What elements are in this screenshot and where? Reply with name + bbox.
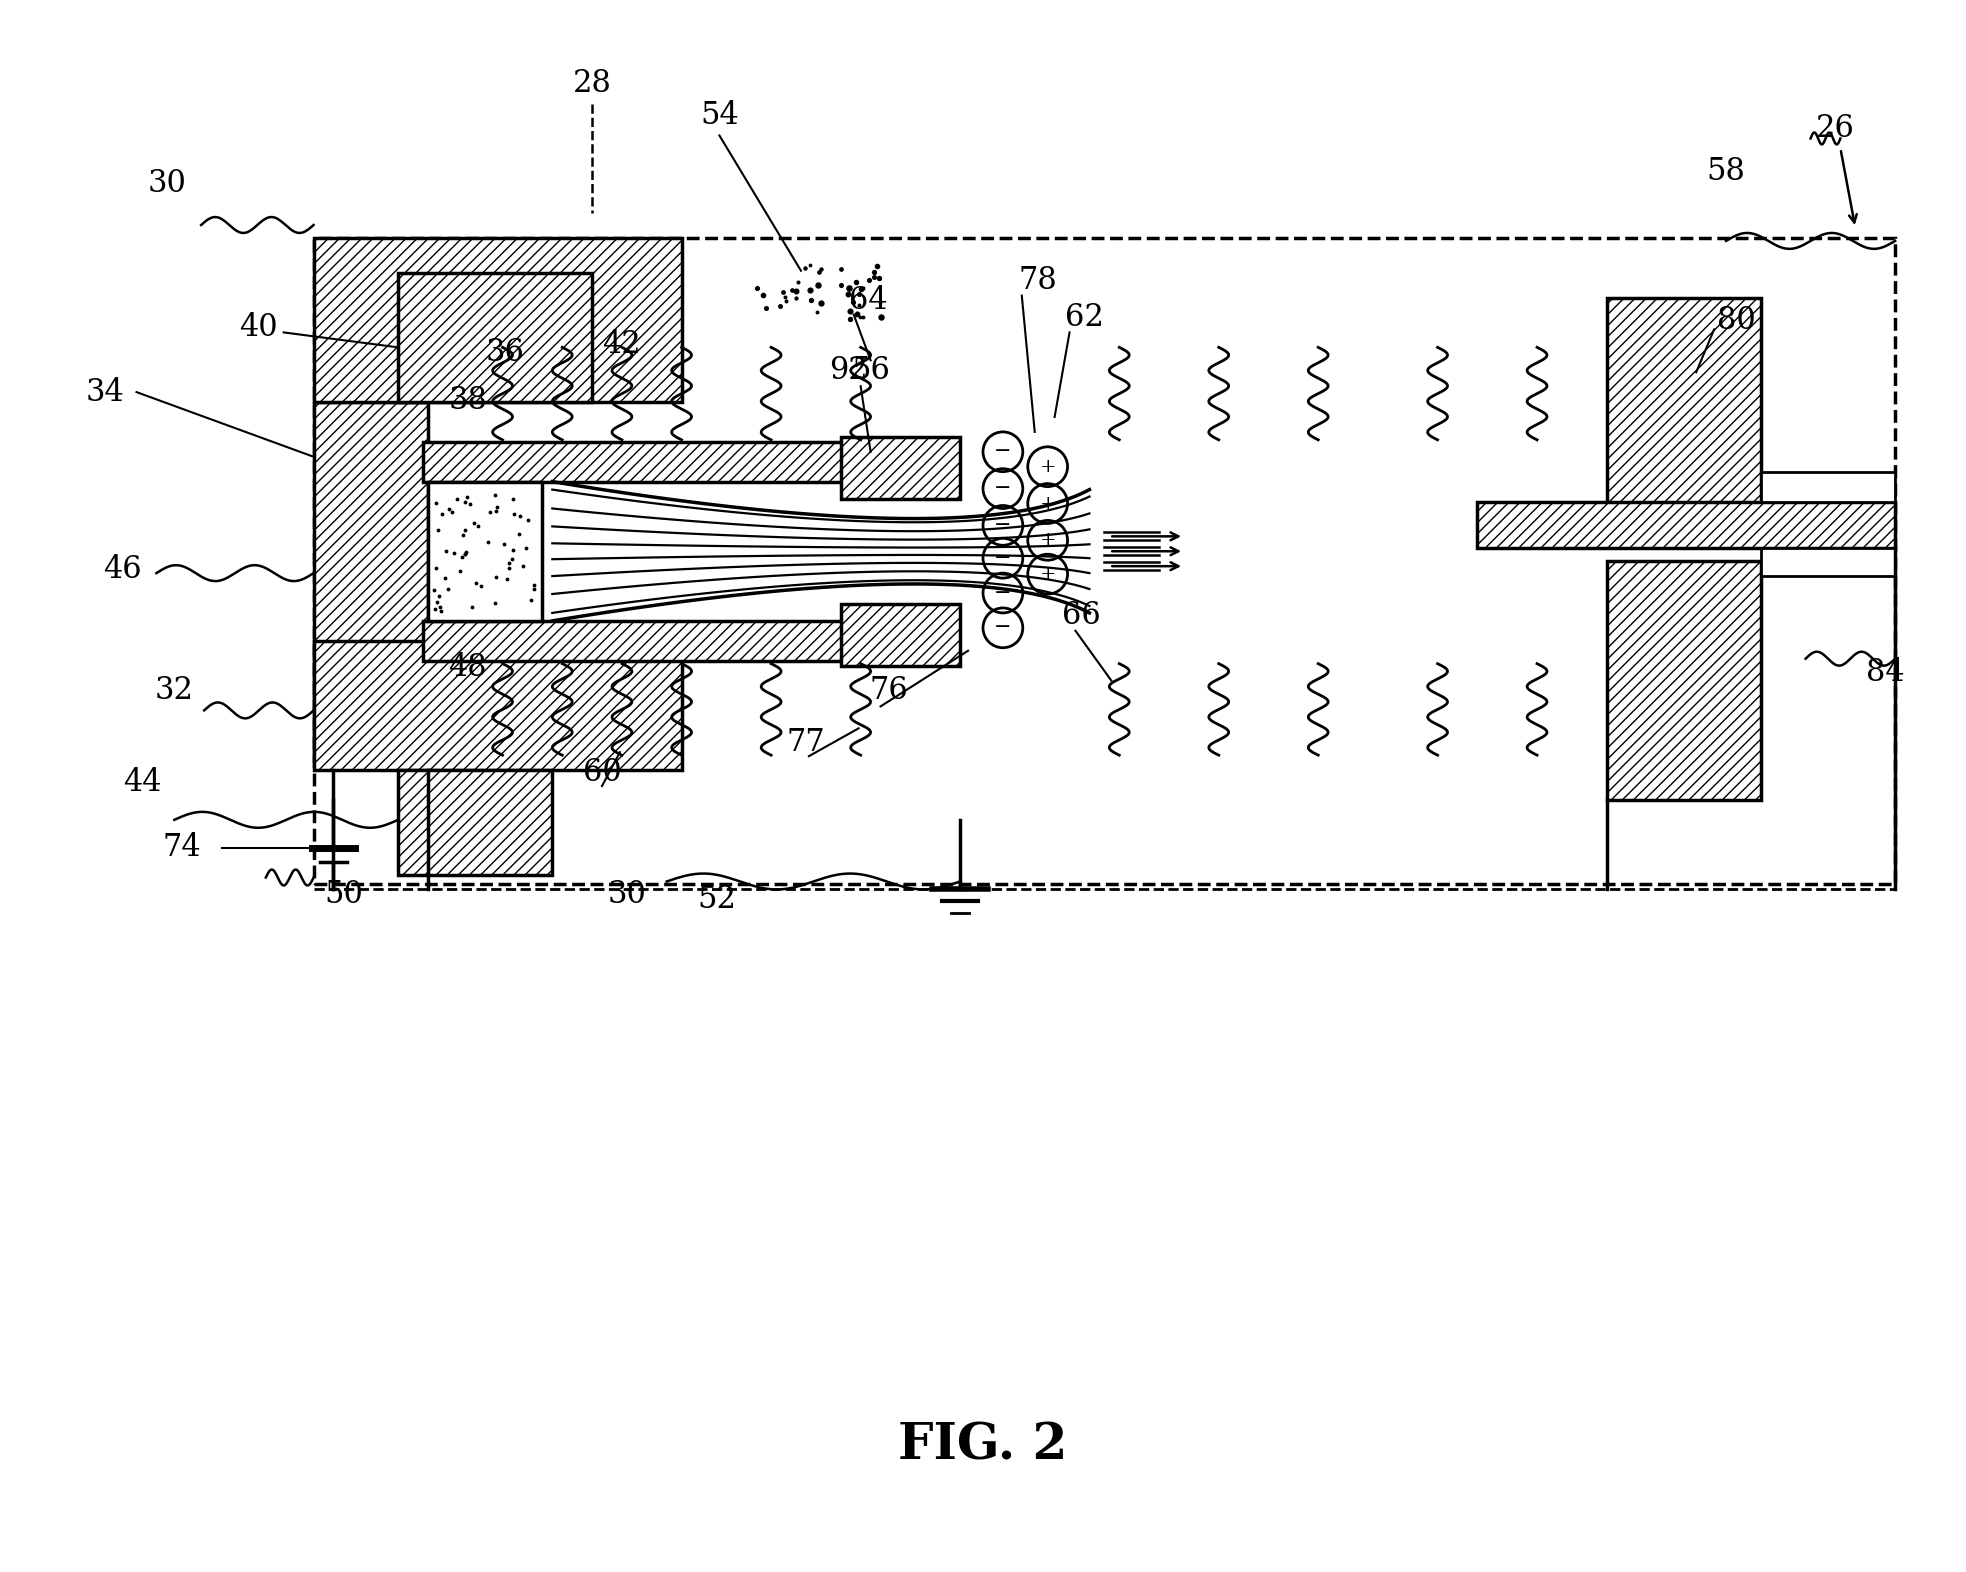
Text: 44: 44: [124, 767, 161, 797]
Text: +: +: [1040, 495, 1056, 512]
Text: 76: 76: [869, 674, 908, 706]
Text: 42: 42: [602, 329, 641, 360]
Text: 66: 66: [1062, 601, 1101, 632]
Bar: [841, 437, 959, 498]
Text: 38: 38: [448, 385, 488, 415]
Text: 62: 62: [1066, 302, 1103, 333]
Text: 30: 30: [147, 168, 187, 198]
Text: 64: 64: [849, 285, 889, 316]
Text: −: −: [995, 618, 1012, 637]
Text: −: −: [995, 479, 1012, 498]
Text: 74: 74: [163, 832, 202, 863]
Text: −: −: [995, 442, 1012, 461]
Bar: [841, 604, 959, 665]
Bar: [1762, 472, 1895, 501]
Text: −: −: [995, 516, 1012, 534]
Text: 54: 54: [700, 101, 739, 130]
Text: 26: 26: [1817, 113, 1854, 145]
Text: 32: 32: [155, 674, 195, 706]
Text: 78: 78: [1018, 266, 1058, 296]
Bar: [1762, 549, 1895, 575]
Text: 36: 36: [486, 336, 525, 368]
Text: +: +: [1040, 531, 1056, 549]
Bar: [313, 402, 429, 761]
Text: +: +: [1040, 564, 1056, 583]
Text: 30: 30: [607, 879, 647, 910]
Text: 50: 50: [324, 879, 364, 910]
Bar: [313, 237, 1895, 885]
Text: 80: 80: [1716, 305, 1756, 336]
Text: +: +: [1040, 457, 1056, 476]
Text: 46: 46: [104, 553, 142, 585]
Text: 77: 77: [786, 726, 826, 758]
Text: 92: 92: [830, 355, 869, 385]
Text: −: −: [995, 583, 1012, 602]
Text: FIG. 2: FIG. 2: [898, 1423, 1068, 1471]
Bar: [1476, 501, 1895, 549]
Bar: [1606, 561, 1762, 800]
Bar: [399, 770, 552, 874]
Bar: [423, 442, 910, 481]
Bar: [429, 481, 543, 621]
Bar: [313, 641, 682, 770]
Bar: [1606, 297, 1762, 547]
Text: 34: 34: [85, 377, 124, 407]
Text: 28: 28: [572, 68, 611, 99]
Text: 40: 40: [240, 311, 277, 343]
Bar: [313, 237, 682, 402]
Text: 56: 56: [851, 355, 891, 385]
Text: −: −: [995, 549, 1012, 567]
Text: 60: 60: [582, 756, 621, 788]
Text: 52: 52: [696, 883, 735, 915]
Text: 48: 48: [448, 652, 488, 684]
Text: 84: 84: [1866, 657, 1905, 689]
Text: 58: 58: [1706, 156, 1746, 187]
Bar: [423, 621, 910, 660]
Bar: [399, 272, 592, 402]
